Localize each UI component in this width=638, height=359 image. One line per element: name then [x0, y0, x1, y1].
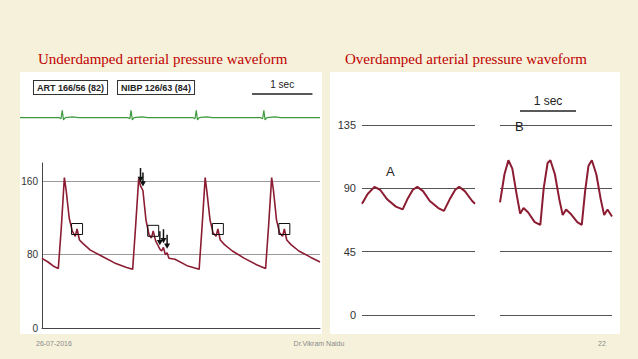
svg-text:0: 0: [32, 323, 38, 334]
svg-text:A: A: [386, 164, 395, 179]
svg-text:1 sec: 1 sec: [534, 94, 563, 108]
svg-text:Underdamped arterial pressure: Underdamped arterial pressure waveform: [38, 51, 288, 67]
svg-text:90: 90: [344, 182, 356, 194]
svg-text:NIBP 126/63 (84): NIBP 126/63 (84): [121, 83, 191, 93]
svg-text:22: 22: [598, 340, 606, 347]
svg-text:B: B: [515, 119, 524, 134]
svg-text:Overdamped arterial pressure w: Overdamped arterial pressure waveform: [345, 51, 587, 67]
svg-text:1 sec: 1 sec: [270, 79, 294, 90]
svg-text:26-07-2016: 26-07-2016: [36, 340, 72, 347]
svg-text:160: 160: [21, 176, 38, 187]
svg-text:80: 80: [27, 249, 39, 260]
svg-text:0: 0: [350, 309, 356, 321]
svg-text:ART 166/56 (82): ART 166/56 (82): [37, 83, 104, 93]
svg-text:135: 135: [338, 119, 356, 131]
svg-text:Dr.Vikram Naidu: Dr.Vikram Naidu: [294, 340, 345, 347]
svg-text:45: 45: [344, 246, 356, 258]
